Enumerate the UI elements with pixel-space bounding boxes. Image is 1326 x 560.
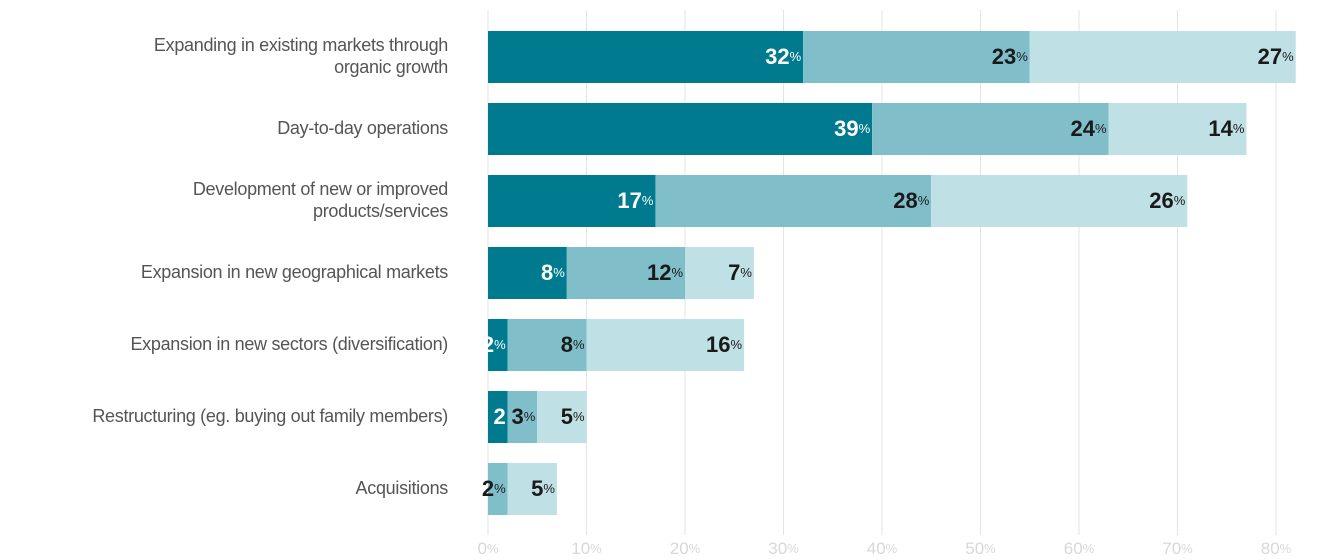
bar-segment (537, 391, 587, 443)
bar-segment (488, 319, 508, 371)
value-label: 26% (1149, 188, 1185, 213)
value-label: 5% (531, 476, 555, 501)
value-label: 27% (1258, 44, 1294, 69)
bar-segment (931, 175, 1188, 227)
value-label: 12% (647, 260, 683, 285)
bar-segment (1029, 31, 1296, 83)
value-label: 32% (765, 44, 801, 69)
value-label: 2% (482, 332, 506, 357)
bar-segment (507, 391, 538, 443)
value-label: 23% (992, 44, 1028, 69)
category-label: Development of new or improved products/s… (193, 179, 448, 221)
value-label: 39% (834, 116, 870, 141)
x-tick-label: 0% (477, 539, 498, 558)
category-label: Expansion in new sectors (diversificatio… (130, 334, 448, 354)
x-tick-label: 60% (1064, 539, 1095, 558)
value-label: 28% (893, 188, 929, 213)
value-label: 7% (728, 260, 752, 285)
bar-segment (872, 103, 1109, 155)
x-tick-label: 70% (1162, 539, 1193, 558)
category-label: Expansion in new geographical markets (141, 262, 448, 282)
bar-segment (488, 247, 567, 299)
bar-segment (488, 103, 873, 155)
bar-segment (1108, 103, 1247, 155)
bar-segment (507, 319, 587, 371)
value-label: 3% (511, 404, 535, 429)
value-label: 5% (561, 404, 585, 429)
category-label: Expanding in existing markets through org… (154, 35, 448, 77)
value-label: 17% (617, 188, 653, 213)
category-label: Restructuring (eg. buying out family mem… (92, 406, 448, 426)
x-tick-label: 10% (571, 539, 602, 558)
bar-segment (685, 247, 754, 299)
bar-segment (488, 391, 508, 443)
bar-segment (803, 31, 1030, 83)
category-label: Acquisitions (356, 478, 449, 498)
value-label: 16% (706, 332, 742, 357)
bar-segment (488, 463, 508, 515)
bar-segment (488, 175, 656, 227)
category-label: Day-to-day operations (277, 118, 448, 138)
bar-segment (488, 31, 804, 83)
value-label: 8% (561, 332, 585, 357)
bar-segment (507, 463, 557, 515)
value-label: 2% (482, 476, 506, 501)
value-label: 24% (1071, 116, 1107, 141)
x-tick-label: 80% (1261, 539, 1292, 558)
x-tick-label: 50% (965, 539, 996, 558)
bar-segment (586, 319, 745, 371)
value-label: 8% (541, 260, 565, 285)
x-tick-label: 40% (867, 539, 898, 558)
bar-segment (655, 175, 932, 227)
bar-segment (566, 247, 685, 299)
value-label: 14% (1208, 116, 1244, 141)
x-tick-label: 20% (670, 539, 701, 558)
x-tick-label: 30% (768, 539, 799, 558)
value-label: 2 (493, 404, 505, 429)
